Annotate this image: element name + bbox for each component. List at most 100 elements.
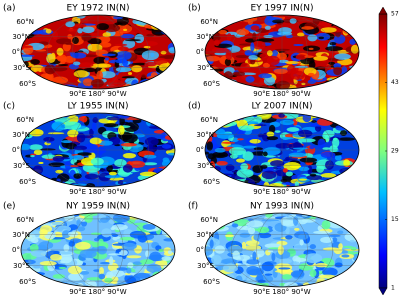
- map-cell: [236, 283, 249, 287]
- map-cell: [114, 58, 128, 64]
- map-cell: [350, 217, 359, 225]
- map-cell: [264, 243, 282, 249]
- panel-title: LY 1955 IN(N): [67, 102, 128, 112]
- map-cell: [50, 254, 62, 261]
- map-cell: [126, 276, 137, 285]
- map-cell: [154, 80, 165, 89]
- map-cell: [293, 216, 299, 226]
- map-cell: [335, 118, 341, 121]
- map-cell: [143, 45, 151, 49]
- map-cell: [157, 113, 172, 120]
- map-cell: [294, 227, 300, 231]
- panel-label: (c): [3, 102, 15, 112]
- map-cell: [301, 82, 306, 85]
- map-cell: [142, 224, 156, 230]
- map-cell: [116, 267, 128, 271]
- map-cell: [211, 254, 222, 265]
- map-cell: [222, 15, 235, 20]
- map-cell: [35, 281, 51, 287]
- map-cell: [46, 181, 60, 187]
- map-cell: [99, 42, 112, 48]
- lat-label: 30°S: [197, 262, 214, 270]
- map-cell: [222, 213, 233, 220]
- map-cell: [59, 251, 72, 255]
- map-cell: [219, 281, 231, 287]
- map-cell: [161, 78, 175, 85]
- map-cell: [79, 270, 90, 275]
- map-cell: [143, 154, 157, 159]
- map-cell: [120, 142, 137, 147]
- map-cell: [328, 234, 341, 238]
- map-cell: [51, 121, 66, 132]
- map-cell: [242, 225, 252, 231]
- map-cell: [43, 137, 55, 142]
- lat-label: 60°N: [16, 18, 34, 26]
- map-cell: [90, 78, 104, 88]
- map-cell: [349, 38, 356, 45]
- map-cell: [349, 172, 359, 182]
- map-cell: [63, 244, 70, 252]
- map-cell: [109, 256, 114, 266]
- colorbar-tick-label: 57: [391, 11, 399, 18]
- map-cell: [149, 251, 162, 262]
- map-cell: [72, 36, 79, 45]
- map-cell: [21, 45, 34, 48]
- map-cell: [160, 115, 175, 119]
- map-cell: [350, 271, 359, 279]
- map-cell: [30, 249, 47, 258]
- map-cell: [355, 85, 359, 89]
- map-cell: [102, 32, 112, 38]
- map-cell: [144, 84, 163, 89]
- map-cell: [314, 280, 327, 287]
- map-cell: [332, 277, 343, 284]
- graticule: [231, 113, 333, 187]
- map-cell: [274, 130, 281, 133]
- map-cell: [341, 254, 350, 258]
- map-cell: [218, 17, 232, 25]
- map-cell: [103, 123, 119, 128]
- map-cell: [30, 59, 40, 65]
- map-cell: [262, 62, 270, 68]
- map-cell: [252, 164, 263, 174]
- map-cell: [21, 213, 33, 215]
- map-cell: [162, 75, 175, 86]
- map-cell: [234, 219, 250, 227]
- map-cell: [220, 220, 233, 227]
- map-cell: [245, 76, 255, 83]
- map-cell: [22, 75, 29, 80]
- map-cell: [160, 50, 167, 55]
- lat-label: 0°: [12, 246, 20, 254]
- map-cell: [205, 246, 213, 256]
- map-outline: [204, 14, 360, 90]
- map-outline: [204, 212, 360, 288]
- map-cell: [222, 258, 238, 265]
- map-cell: [33, 149, 43, 156]
- map-cell: [229, 114, 239, 119]
- map-cell: [299, 157, 318, 163]
- map-cell: [160, 219, 175, 226]
- map-cell: [158, 248, 164, 253]
- graticule: [47, 213, 149, 287]
- map-cell: [164, 135, 175, 141]
- colorbar-tick-label: 43: [391, 79, 399, 86]
- map-cell: [306, 174, 323, 181]
- map-cell: [137, 213, 155, 218]
- map-cell: [145, 145, 158, 152]
- map-cell: [39, 261, 57, 266]
- panel-title: EY 1997 IN(N): [251, 4, 314, 14]
- map-cell: [121, 242, 137, 250]
- lat-label: 30°N: [196, 231, 214, 239]
- map-cell: [209, 239, 214, 249]
- map-cell: [298, 233, 309, 240]
- graticule: [72, 113, 124, 187]
- map-cell: [320, 236, 333, 244]
- map-cell: [322, 247, 340, 251]
- map-cell: [301, 218, 316, 223]
- map-cell: [76, 219, 82, 227]
- map-cell: [257, 232, 272, 239]
- colorbar-end: [378, 287, 388, 296]
- map-cell: [39, 114, 47, 122]
- lat-label: 60°S: [19, 178, 36, 186]
- map-cell: [139, 84, 152, 89]
- map-cell: [99, 71, 116, 79]
